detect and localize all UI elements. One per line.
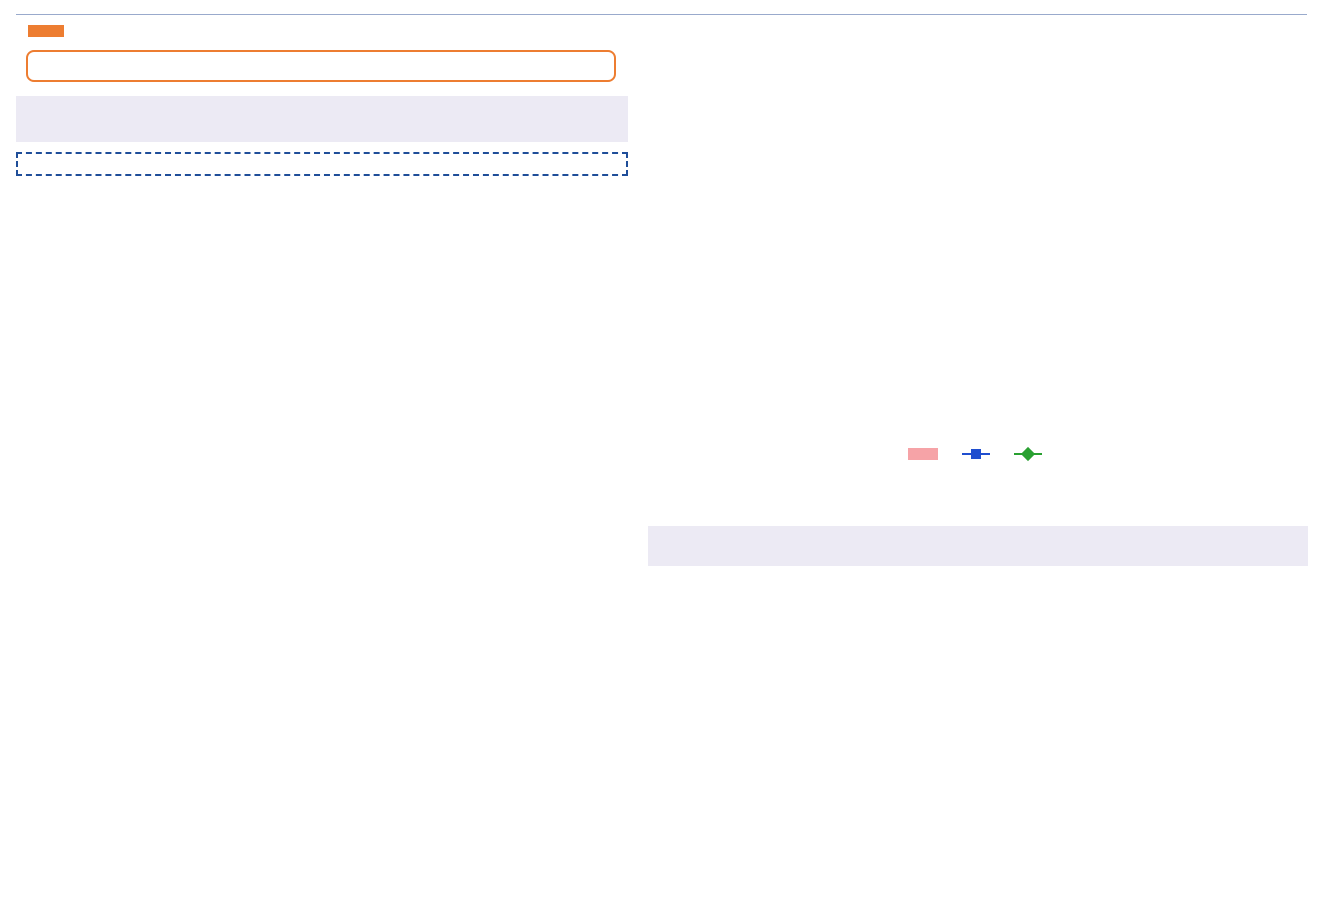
- page-title: [0, 6, 1323, 12]
- swatch-green: [1014, 453, 1042, 456]
- swatch-blue: [962, 453, 990, 456]
- legend-bar: [908, 448, 944, 460]
- chart: [648, 84, 1308, 514]
- swatch-bar: [908, 448, 938, 460]
- badge-genjo: [28, 25, 64, 37]
- device-lag-panel: [648, 526, 1308, 566]
- legend-green: [1014, 448, 1048, 460]
- drug-lag-panel: [16, 96, 628, 142]
- divider: [16, 14, 1307, 15]
- summary-box: [26, 50, 616, 82]
- pmda-box: [16, 152, 628, 176]
- chart-legend: [648, 448, 1308, 460]
- legend-blue: [962, 448, 996, 460]
